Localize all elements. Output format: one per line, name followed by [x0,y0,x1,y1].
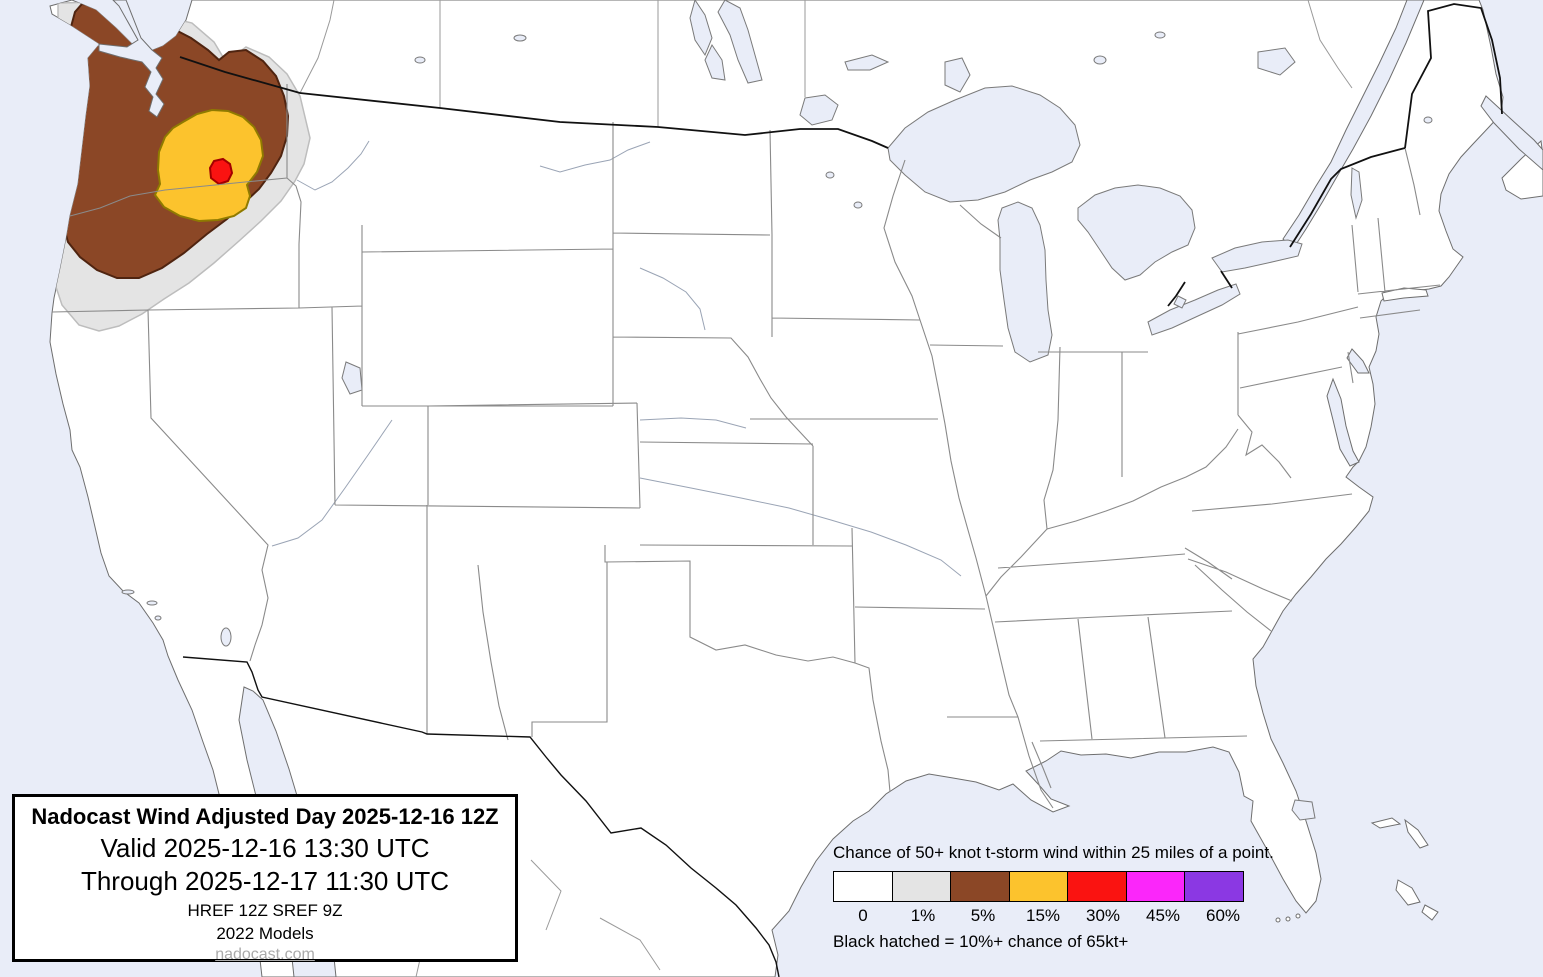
florida-keys [1275,913,1301,923]
minor-lakes [121,0,1433,821]
legend-swatch-label: 60% [1205,906,1241,925]
channel-island [146,600,158,606]
legend-swatch-label: 15% [1025,906,1061,925]
lake-michigan [997,201,1053,363]
legend-footnote: Black hatched = 10%+ chance of 65kt+ [833,932,1129,951]
legend-swatch [950,871,1010,902]
through-time: Through 2025-12-17 11:30 UTC [80,866,450,896]
bahamas-islands [1370,817,1439,921]
forecast-title: Nadocast Wind Adjusted Day 2025-12-16 12… [31,804,499,829]
lake-of-the-woods [799,94,839,126]
puget-sound-water [98,0,165,118]
legend-title: Chance of 50+ knot t-storm wind within 2… [833,843,1274,862]
legend-swatch [1067,871,1127,902]
mexico-border [182,656,780,977]
channel-island [154,615,162,621]
long-island [1381,287,1429,302]
probability-contour-15pct [153,108,265,223]
legend-swatch-label: 1% [910,906,936,925]
probability-legend: Chance of 50+ knot t-storm wind within 2… [833,843,1274,952]
lac-st-jean [1257,47,1296,76]
probability-contour-30pct [208,157,234,186]
legend-swatch-label: 45% [1145,906,1181,925]
small-lake [853,201,863,209]
small-lake [1423,116,1433,124]
model-sources: HREF 12Z SREF 9Z [187,901,343,920]
legend-swatch-label: 0 [858,906,868,925]
canada-border [179,3,1503,307]
salton-sea [220,627,232,647]
legend-swatch [1125,871,1186,902]
legend-swatch-label: 30% [1085,906,1121,925]
lake-winnipeg [717,0,763,84]
lake-huron [1077,184,1196,281]
legend-swatch [1008,871,1069,902]
lake-champlain [1350,167,1363,220]
rainy-lake [844,54,890,71]
small-lake [513,34,527,42]
lake-st-clair [1173,295,1187,309]
legend-swatch [1184,871,1244,902]
small-lake [825,171,835,179]
great-lakes [887,85,1303,363]
valid-time: Valid 2025-12-16 13:30 UTC [100,833,430,863]
small-lake [1093,55,1107,65]
model-year: 2022 Models [216,924,314,943]
delaware-bay [1346,348,1370,374]
chesapeake-bay [1326,377,1360,467]
bay-of-fundy [1480,95,1543,171]
legend-swatch-row [833,871,1274,902]
lake-manitoba [704,43,726,81]
lake-winnipegosis [689,0,713,57]
small-lake [1154,31,1166,39]
forecast-title-box: Nadocast Wind Adjusted Day 2025-12-16 12… [12,794,518,963]
lake-erie [1147,283,1241,336]
nadocast-link[interactable]: nadocast.com [215,946,315,963]
lake-ontario [1211,239,1303,273]
legend-swatch [833,871,893,902]
legend-swatch-label: 5% [970,906,996,925]
state-borders [51,84,1441,809]
st-lawrence-river [1282,0,1425,250]
rivers [271,140,962,577]
small-lake [414,56,426,64]
lake-superior [887,85,1081,203]
great-salt-lake [341,361,363,395]
lake-nipigon [944,57,971,93]
legend-swatch [891,871,952,902]
legend-label-row: 0 1% 5% 15% 30% 45% 60% [833,906,1274,926]
channel-island [121,589,135,595]
lake-okeechobee [1291,799,1316,821]
